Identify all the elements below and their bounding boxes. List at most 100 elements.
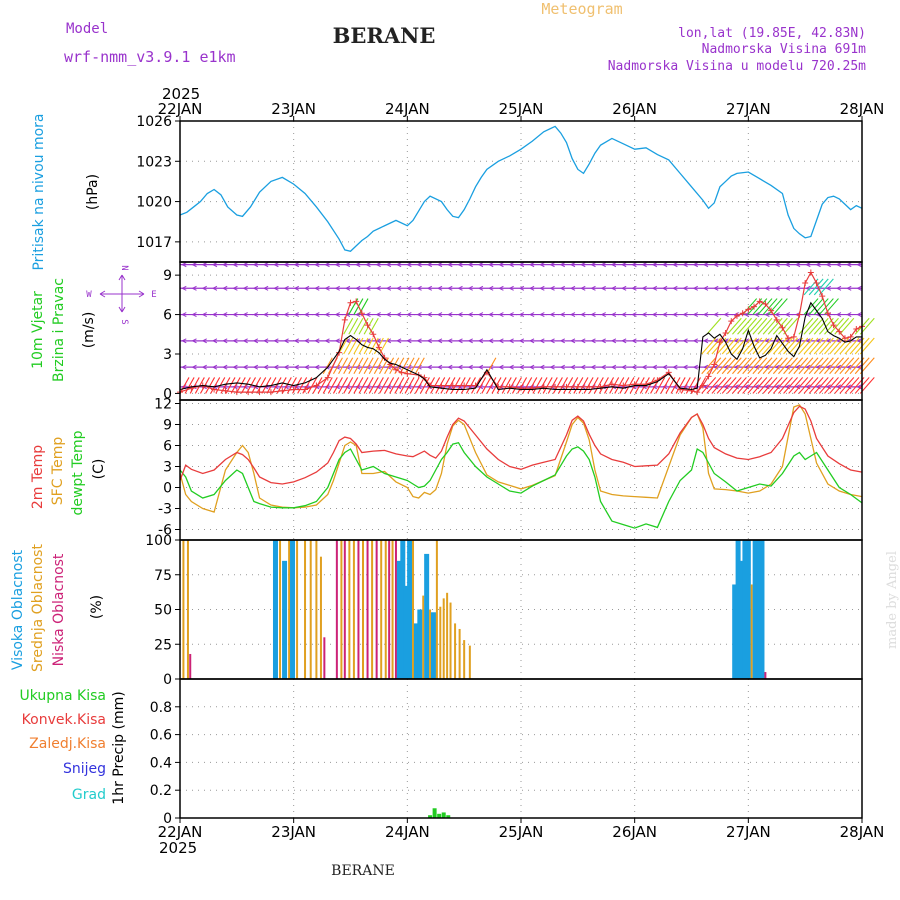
wind-barb xyxy=(532,377,543,394)
wind-level-barb xyxy=(304,285,310,291)
y-tick-label: 9 xyxy=(163,268,172,284)
wind-level-barb xyxy=(263,312,269,318)
wind-level-barb xyxy=(509,285,514,291)
wind-barb xyxy=(798,337,814,355)
wind-compass: N S W E xyxy=(86,265,156,324)
wind-level-barb xyxy=(499,285,504,291)
cloud-bar xyxy=(279,540,282,679)
cloud-bar xyxy=(182,540,185,679)
wind-barb xyxy=(179,377,190,394)
wind-barb xyxy=(767,298,783,315)
wind-gust-point xyxy=(733,312,740,319)
wind-barb xyxy=(384,377,395,394)
wind-level-barb xyxy=(519,338,525,344)
wind-level-barb xyxy=(427,364,433,370)
compass-w: W xyxy=(86,290,92,300)
credit-text: made by Angel xyxy=(885,551,900,649)
wind-level-barb xyxy=(846,312,852,318)
year-bottom: 2025 xyxy=(159,839,197,857)
bottom-date-tick: 27JAN xyxy=(726,823,771,841)
wind-gust-point xyxy=(699,382,706,389)
wind-gust-point xyxy=(705,373,712,380)
wind-level-barb xyxy=(724,312,729,318)
wind-gust-point xyxy=(449,382,456,389)
wind-gust-point xyxy=(779,324,786,331)
wind-level-barb xyxy=(703,285,709,291)
wind-barb xyxy=(368,377,379,394)
wind-barb xyxy=(711,377,727,394)
wind-barb xyxy=(558,377,568,394)
wind-gust-point xyxy=(398,369,405,376)
cloud-bar xyxy=(417,609,423,679)
wind-level-barb xyxy=(611,312,617,318)
wind-level-barb xyxy=(673,364,678,370)
wind-level-barb xyxy=(703,338,709,344)
wind-gust-point xyxy=(807,269,814,276)
y-tick-label: 1020 xyxy=(136,195,172,211)
cloud-bar xyxy=(764,672,767,679)
wind-barb xyxy=(716,357,732,375)
cloud-bar xyxy=(186,540,189,679)
cloud-bar xyxy=(371,540,374,679)
wind-barb xyxy=(726,377,742,394)
precip-unit: 1hr Precip (mm) xyxy=(111,691,127,804)
cloud-bar xyxy=(366,540,369,679)
y-tick-label: 100 xyxy=(145,533,172,549)
wind-level-barb xyxy=(754,312,760,318)
wind-gust-point xyxy=(751,303,758,310)
wind-barb xyxy=(813,298,829,315)
wind-level-barb xyxy=(202,312,207,318)
wind-level-barb xyxy=(202,285,207,291)
wind-barb xyxy=(834,357,850,375)
wind-level-barb xyxy=(437,262,443,268)
wind-level-barb xyxy=(570,338,576,344)
wind-level-barb xyxy=(519,364,525,370)
wind-level-barb xyxy=(642,312,647,318)
wind-level-barb xyxy=(560,285,566,291)
wind-barb xyxy=(706,337,722,355)
wind-barb xyxy=(829,317,845,335)
pressure-y-ticks: 1017 1020 1023 1026 xyxy=(136,114,180,251)
wind-level-barb xyxy=(642,285,647,291)
cloud-bar xyxy=(442,598,445,679)
year-top: 2025 xyxy=(162,85,200,103)
cloud-bar xyxy=(412,540,415,679)
wind-level-barb xyxy=(243,312,248,318)
wind-barb xyxy=(578,377,589,394)
cloud-bar xyxy=(739,560,745,679)
wind-barb xyxy=(752,357,768,375)
wind-level-barb xyxy=(478,262,484,268)
wind-level-barb xyxy=(519,285,525,291)
wind-barb xyxy=(343,357,354,374)
wind-barb xyxy=(818,278,834,296)
wind-gust-point xyxy=(716,339,723,346)
wind-level-barb xyxy=(570,312,576,318)
wind-level-barb xyxy=(468,312,473,318)
cloud-bar xyxy=(309,540,312,679)
wind-level-barb xyxy=(192,262,197,268)
wind-level-barb xyxy=(836,312,842,318)
wind-barb xyxy=(256,377,267,394)
wind-gust-point xyxy=(540,383,547,390)
wind-barb xyxy=(752,377,768,394)
wind-level-barb xyxy=(366,285,371,291)
wind-level-barb xyxy=(468,338,473,344)
cloud-bar xyxy=(348,540,351,679)
wind-gust-point xyxy=(370,331,377,338)
wind-barb xyxy=(772,337,788,355)
wind-gust-point xyxy=(364,322,371,329)
wind-barb xyxy=(813,317,829,335)
wind-barb xyxy=(235,377,246,394)
wind-level-barb xyxy=(315,364,320,370)
wind-gust-point xyxy=(694,389,701,396)
wind-level-barb xyxy=(775,312,780,318)
wind-level-barb xyxy=(703,312,709,318)
wind-barb xyxy=(404,377,415,394)
cloud-bar xyxy=(319,556,322,679)
wind-level-barb xyxy=(550,364,555,370)
temp-grid xyxy=(180,400,862,540)
wind-barb xyxy=(501,377,512,394)
wind-level-barb xyxy=(222,364,228,370)
wind-gust-point xyxy=(461,382,468,389)
